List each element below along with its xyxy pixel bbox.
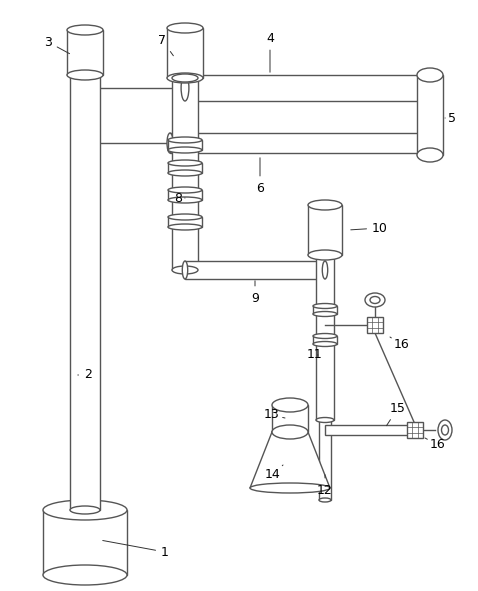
Polygon shape	[185, 261, 325, 279]
Polygon shape	[250, 432, 330, 488]
Polygon shape	[308, 205, 342, 255]
Ellipse shape	[168, 137, 202, 143]
Ellipse shape	[167, 73, 203, 83]
Polygon shape	[167, 28, 203, 78]
Ellipse shape	[168, 170, 202, 176]
Text: 8: 8	[174, 191, 185, 204]
Ellipse shape	[168, 197, 202, 203]
Ellipse shape	[168, 187, 202, 193]
Ellipse shape	[70, 506, 100, 514]
Polygon shape	[168, 140, 202, 150]
Polygon shape	[367, 317, 383, 333]
Ellipse shape	[43, 565, 127, 585]
Ellipse shape	[168, 147, 202, 153]
Polygon shape	[170, 133, 428, 153]
Ellipse shape	[316, 252, 334, 258]
Ellipse shape	[172, 266, 198, 274]
Ellipse shape	[425, 133, 431, 153]
Polygon shape	[417, 75, 443, 155]
Ellipse shape	[272, 428, 308, 436]
Ellipse shape	[70, 71, 100, 79]
Polygon shape	[67, 30, 103, 75]
Ellipse shape	[322, 261, 328, 279]
Ellipse shape	[308, 200, 342, 210]
Ellipse shape	[365, 293, 385, 307]
Ellipse shape	[182, 261, 188, 279]
Ellipse shape	[316, 417, 334, 423]
Polygon shape	[43, 510, 127, 575]
Ellipse shape	[417, 68, 443, 82]
Text: 15: 15	[387, 401, 406, 426]
Polygon shape	[325, 425, 415, 435]
Text: 5: 5	[445, 112, 456, 125]
Polygon shape	[313, 306, 337, 314]
Polygon shape	[168, 217, 202, 227]
Ellipse shape	[250, 483, 330, 493]
Ellipse shape	[172, 74, 198, 82]
Ellipse shape	[313, 304, 337, 309]
Ellipse shape	[168, 160, 202, 166]
Text: 7: 7	[158, 34, 174, 56]
Text: 3: 3	[44, 35, 70, 54]
Ellipse shape	[442, 425, 448, 435]
Text: 16: 16	[425, 438, 446, 452]
Ellipse shape	[313, 342, 337, 346]
Ellipse shape	[272, 398, 308, 412]
Text: 6: 6	[256, 158, 264, 194]
Polygon shape	[272, 405, 308, 432]
Text: 9: 9	[251, 281, 259, 304]
Polygon shape	[185, 75, 428, 101]
Polygon shape	[172, 78, 198, 270]
Text: 14: 14	[265, 465, 283, 482]
Ellipse shape	[438, 420, 452, 440]
Ellipse shape	[414, 425, 416, 435]
Polygon shape	[319, 420, 331, 500]
Ellipse shape	[313, 311, 337, 317]
Ellipse shape	[272, 425, 308, 439]
Polygon shape	[313, 336, 337, 344]
Ellipse shape	[181, 75, 189, 101]
Ellipse shape	[308, 250, 342, 260]
Polygon shape	[407, 422, 423, 438]
Ellipse shape	[168, 224, 202, 230]
Ellipse shape	[167, 23, 203, 33]
Polygon shape	[168, 163, 202, 173]
Ellipse shape	[417, 148, 443, 162]
Text: 1: 1	[103, 541, 169, 558]
Text: 4: 4	[266, 31, 274, 72]
Text: 11: 11	[307, 349, 323, 362]
Ellipse shape	[67, 70, 103, 80]
Text: 16: 16	[390, 337, 410, 352]
Ellipse shape	[319, 498, 331, 502]
Ellipse shape	[43, 500, 127, 520]
Text: 12: 12	[317, 475, 333, 496]
Ellipse shape	[168, 214, 202, 220]
Text: 2: 2	[78, 369, 92, 382]
Ellipse shape	[313, 333, 337, 339]
Ellipse shape	[370, 297, 380, 304]
Polygon shape	[316, 255, 334, 420]
Ellipse shape	[424, 75, 432, 101]
Text: 10: 10	[351, 222, 388, 235]
Ellipse shape	[67, 25, 103, 35]
Ellipse shape	[167, 133, 173, 153]
Polygon shape	[168, 190, 202, 200]
Polygon shape	[70, 75, 100, 510]
Text: 13: 13	[264, 408, 285, 421]
